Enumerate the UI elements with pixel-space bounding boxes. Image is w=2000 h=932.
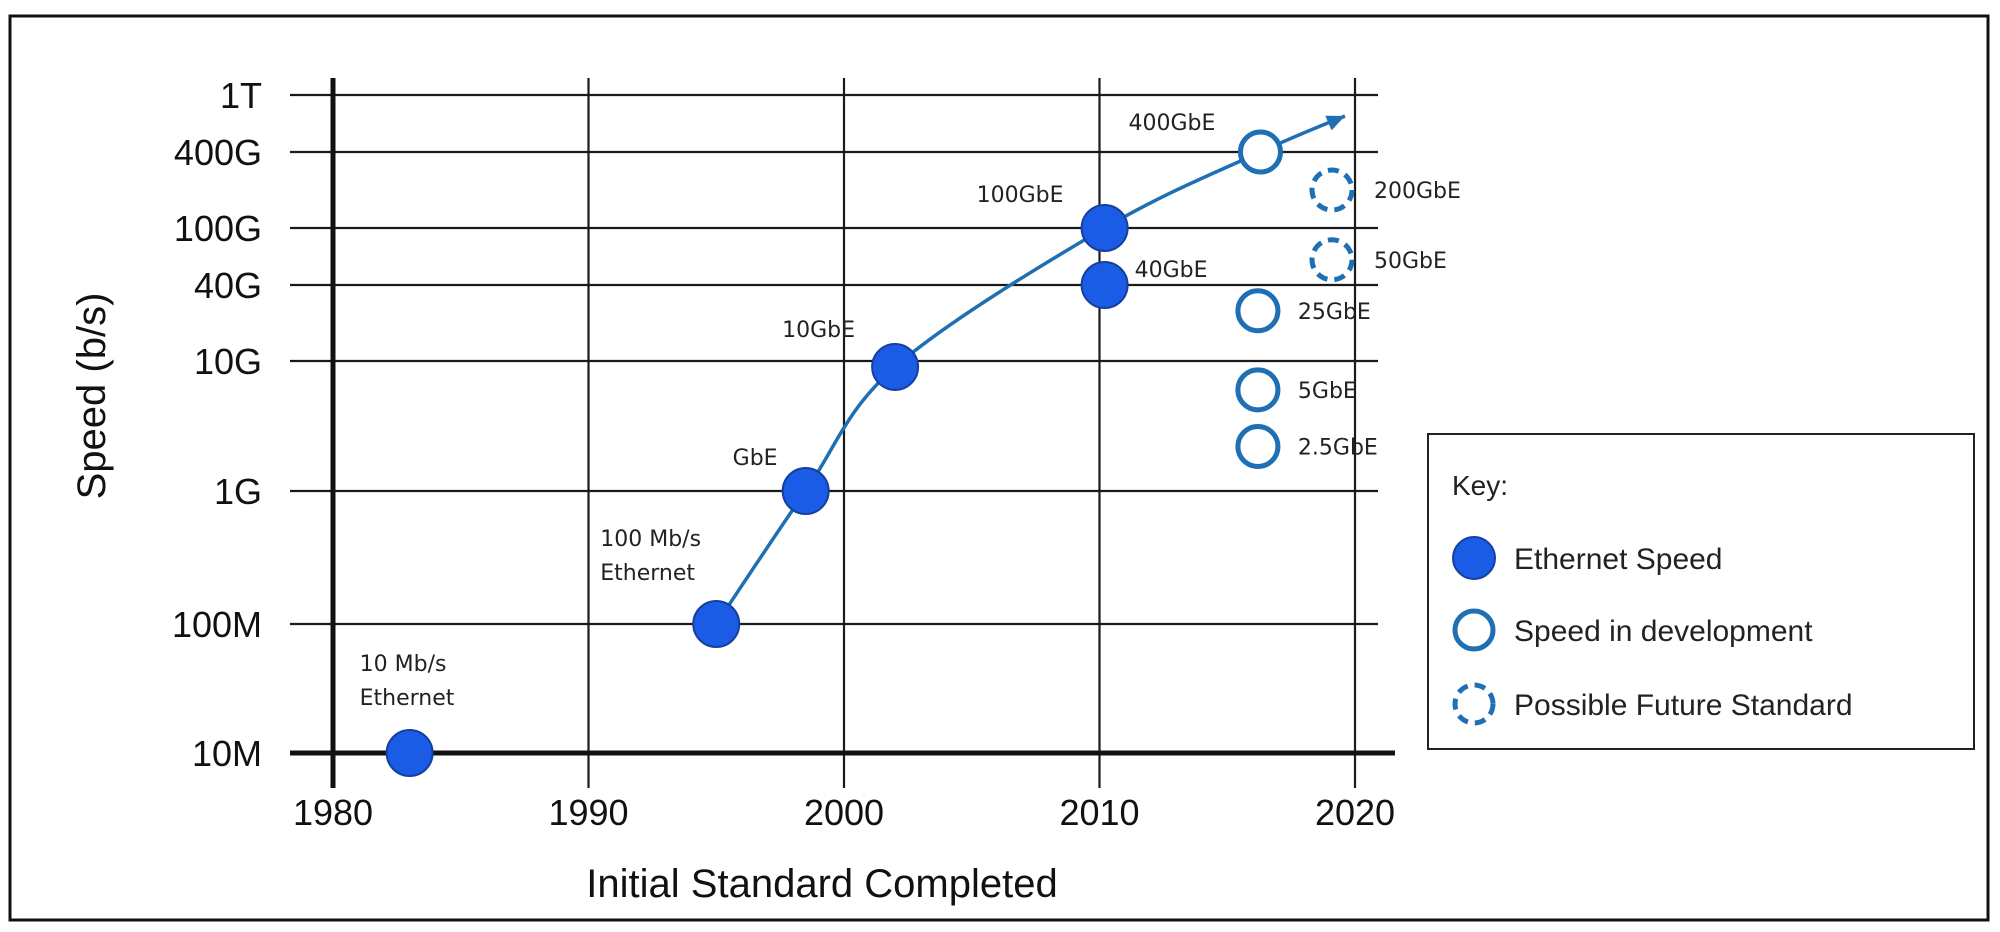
point-10-mb-s-ethernet <box>385 729 434 777</box>
label-5gbe: 5GbE <box>1298 379 1357 404</box>
label-25gbe: 25GbE <box>1298 300 1371 325</box>
point-10gbe <box>871 342 920 391</box>
y-tick-label-100g: 100G <box>174 208 262 249</box>
x-tick-label-1990: 1990 <box>548 792 628 833</box>
label-10gbe: 10GbE <box>782 318 855 343</box>
y-tick-label-40g: 40G <box>194 265 262 306</box>
legend-entries: Ethernet Speed Speed in development Possib… <box>1452 536 1853 726</box>
label-100gbe: 100GbE <box>977 183 1064 208</box>
legend-label-ethernet-speed: Ethernet Speed <box>1514 543 1723 576</box>
y-axis-title: Speed (b/s) <box>70 293 114 500</box>
label-10-mb-s-ethernet: 10 Mb/s Ethernet <box>360 652 455 711</box>
y-tick-label-1t: 1T <box>220 75 262 116</box>
point-400gbe <box>1237 129 1283 175</box>
point-25gbe <box>1235 288 1281 334</box>
y-tick-label-10g: 10G <box>194 341 262 382</box>
point-labels: 10 Mb/s Ethernet 100 Mb/s Ethernet GbE 10GbE 4… <box>360 111 1461 711</box>
point-2-5gbe <box>1235 423 1281 469</box>
label-40gbe: 40GbE <box>1135 258 1208 283</box>
legend-title: Key: <box>1452 470 1508 501</box>
x-tick-label-2000: 2000 <box>804 792 884 833</box>
axes <box>290 78 1395 788</box>
data-points <box>385 129 1355 777</box>
legend-marker-in-development <box>1452 608 1496 652</box>
x-tick-label-2020: 2020 <box>1315 792 1395 833</box>
legend-marker-ethernet-speed <box>1452 536 1496 580</box>
legend: Key: Ethernet Speed Speed in development P… <box>1427 433 1975 750</box>
label-400gbe: 400GbE <box>1128 111 1215 136</box>
trend-arrow-head <box>1325 115 1345 131</box>
x-tick-labels: 1980 1990 2000 2010 2020 <box>293 792 1395 833</box>
label-gbe: GbE <box>733 446 778 471</box>
point-100gbe <box>1080 204 1129 252</box>
x-axis-title: Initial Standard Completed <box>586 862 1057 906</box>
point-50gbe <box>1309 237 1355 283</box>
y-tick-label-100m: 100M <box>172 604 262 645</box>
x-tick-label-1980: 1980 <box>293 792 373 833</box>
point-5gbe <box>1235 367 1281 413</box>
legend-label-in-development: Speed in development <box>1514 615 1813 648</box>
y-tick-label-1g: 1G <box>214 471 262 512</box>
label-200gbe: 200GbE <box>1374 179 1461 204</box>
label-100-mb-s-ethernet: 100 Mb/s Ethernet <box>600 527 701 586</box>
point-100-mb-s-ethernet <box>692 600 741 648</box>
point-gbe <box>781 467 830 515</box>
point-40gbe <box>1080 261 1129 309</box>
legend-box <box>1427 433 1975 750</box>
label-2-5gbe: 2.5GbE <box>1298 435 1378 460</box>
x-tick-label-2010: 2010 <box>1059 792 1139 833</box>
y-tick-label-400g: 400G <box>174 132 262 173</box>
y-tick-labels: 10M 100M 1G 10G 40G 100G 400G 1T <box>172 75 262 774</box>
legend-marker-future <box>1452 682 1496 726</box>
grid <box>290 78 1378 788</box>
label-50gbe: 50GbE <box>1374 249 1447 274</box>
y-tick-label-10m: 10M <box>192 733 262 774</box>
legend-label-future: Possible Future Standard <box>1514 689 1853 722</box>
point-200gbe <box>1309 167 1355 213</box>
